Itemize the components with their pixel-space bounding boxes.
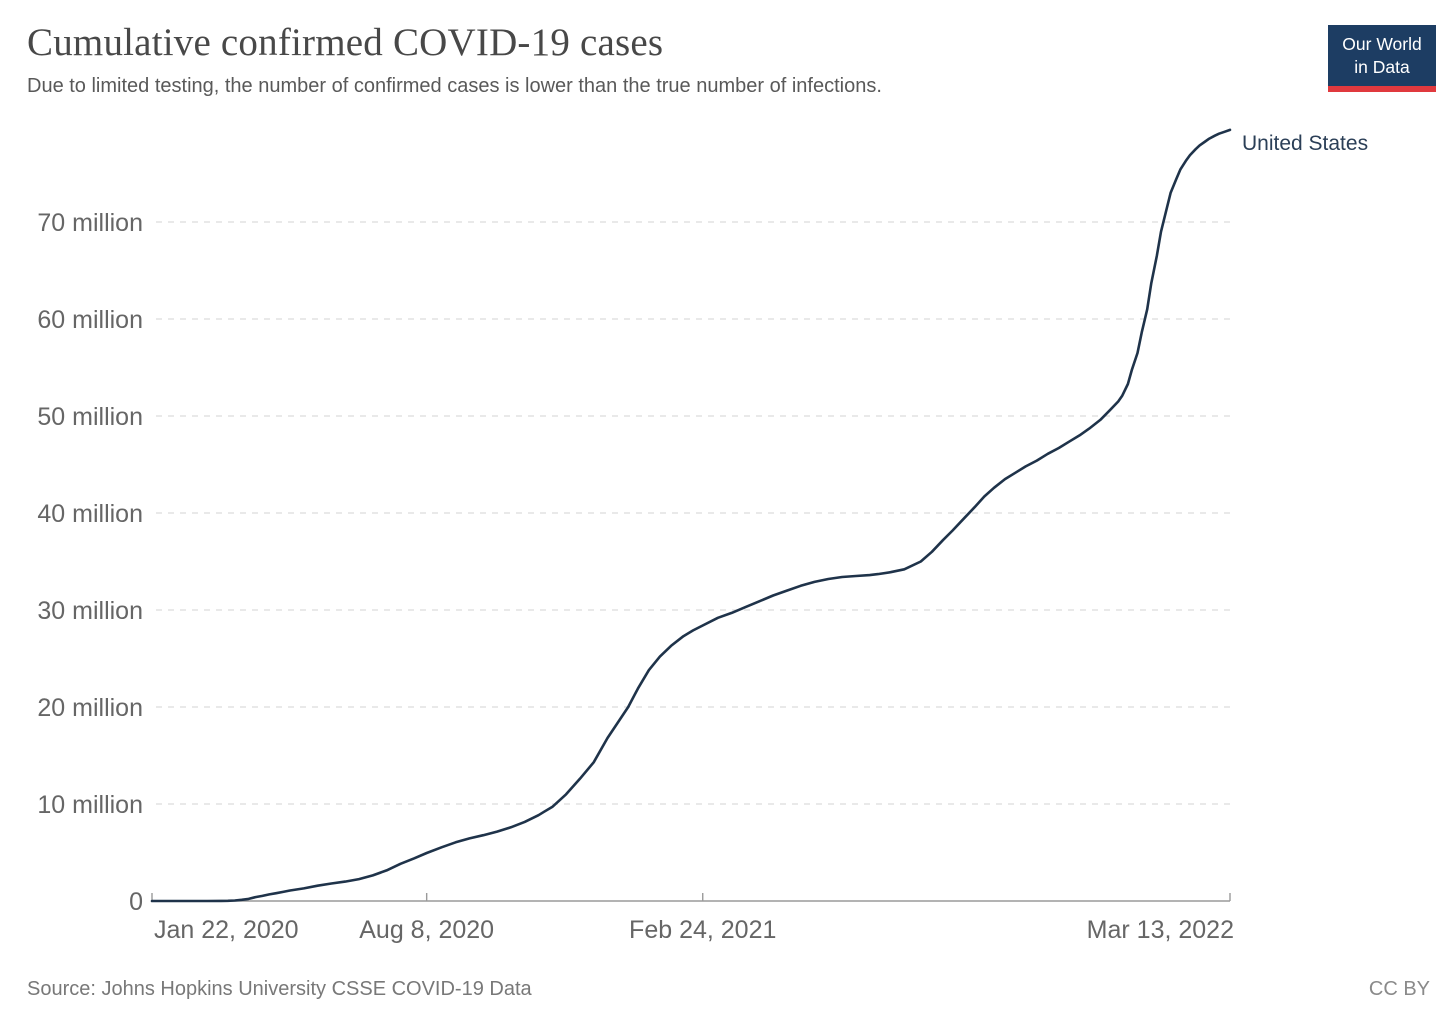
owid-logo-line1: Our World (1342, 34, 1422, 54)
x-tick-label: Mar 13, 2022 (1087, 916, 1234, 944)
x-tick-label: Aug 8, 2020 (359, 916, 494, 944)
y-tick-label: 20 million (37, 694, 143, 722)
x-tick-label: Jan 22, 2020 (154, 916, 299, 944)
x-tick-label: Feb 24, 2021 (629, 916, 776, 944)
y-tick-label: 50 million (37, 403, 143, 431)
y-tick-label: 30 million (37, 597, 143, 625)
y-tick-label: 10 million (37, 791, 143, 819)
owid-logo-line2: in Data (1354, 56, 1410, 77)
page-subtitle: Due to limited testing, the number of co… (27, 75, 882, 97)
y-tick-label: 70 million (37, 209, 143, 237)
series-line-united-states[interactable] (150, 128, 1232, 903)
owid-logo[interactable]: Our World in Data (1328, 25, 1436, 92)
y-tick-label: 60 million (37, 306, 143, 334)
owid-logo-text: Our World in Data (1328, 25, 1436, 86)
source-text: Source: Johns Hopkins University CSSE CO… (27, 978, 532, 1000)
y-tick-label: 0 (129, 888, 143, 916)
series-label-united-states[interactable]: United States (1242, 132, 1368, 155)
page-title: Cumulative confirmed COVID-19 cases (27, 21, 664, 64)
y-tick-label: 40 million (37, 500, 143, 528)
owid-logo-stripe (1328, 85, 1436, 92)
license-link[interactable]: CC BY (1368, 978, 1430, 1000)
